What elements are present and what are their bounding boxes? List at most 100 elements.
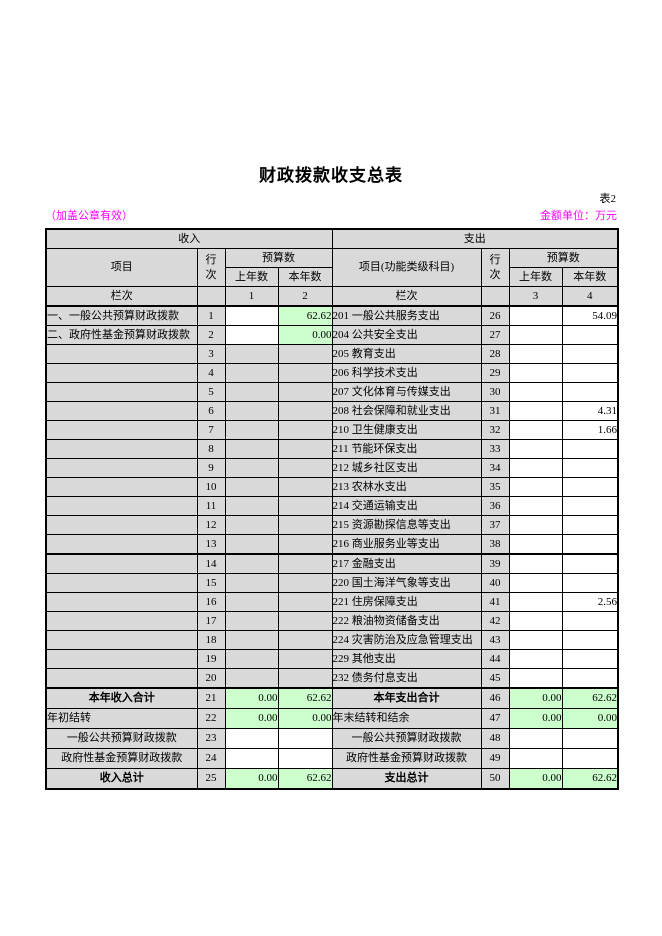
table-body: 一、一般公共预算财政拨款 1 62.62 201 一般公共服务支出 26 54.09 二、政… — [45, 305, 619, 790]
income-line-cell: 24 — [196, 748, 226, 769]
income-prev-year-cell — [224, 553, 279, 574]
expense-prev-year-header: 上年数 — [508, 267, 563, 287]
expense-curr-year-cell: 4.31 — [561, 401, 619, 421]
expense-line-cell: 43 — [480, 630, 510, 650]
income-prev-year-cell — [224, 748, 279, 769]
income-prev-year-cell — [224, 477, 279, 497]
expense-prev-year-cell — [508, 553, 563, 574]
income-line-cell: 3 — [196, 344, 226, 364]
table-row: 二、政府性基金预算财政拨款 2 0.00 204 公共安全支出 27 — [45, 325, 619, 345]
expense-prev-year-cell — [508, 496, 563, 516]
income-item-cell: 二、政府性基金预算财政拨款 — [45, 325, 198, 345]
expense-curr-year-cell — [561, 534, 619, 555]
expense-prev-year-cell — [508, 420, 563, 440]
income-prev-year-cell — [224, 420, 279, 440]
income-line-header-label: 行次 — [205, 253, 217, 281]
table-row: 年初结转 22 0.00 0.00 年末结转和结余 47 0.00 0.00 — [45, 708, 619, 729]
income-item-cell — [45, 573, 198, 593]
expense-line-cell: 46 — [480, 687, 510, 709]
income-line-cell: 15 — [196, 573, 226, 593]
table-row: 本年收入合计 21 0.00 62.62 本年支出合计 46 0.00 62.62 — [45, 687, 619, 709]
expense-prev-year-cell — [508, 573, 563, 593]
expense-line-column-header: 行次 — [480, 248, 510, 287]
income-line-cell: 18 — [196, 630, 226, 650]
income-item-cell — [45, 401, 198, 421]
income-prev-year-cell: 0.00 — [224, 687, 279, 709]
income-curr-year-header: 本年数 — [277, 267, 333, 287]
expense-line-cell: 47 — [480, 708, 510, 729]
income-curr-year-cell — [277, 496, 333, 516]
table-row: 3 205 教育支出 28 — [45, 344, 619, 364]
income-prev-year-cell — [224, 458, 279, 478]
expense-prev-year-cell — [508, 325, 563, 345]
expense-item-cell: 204 公共安全支出 — [331, 325, 482, 345]
expense-prev-year-cell — [508, 344, 563, 364]
expense-line-cell: 42 — [480, 611, 510, 631]
expense-prev-year-cell — [508, 382, 563, 402]
income-line-cell: 6 — [196, 401, 226, 421]
income-item-cell — [45, 592, 198, 612]
table-row: 一般公共预算财政拨款 23 一般公共预算财政拨款 48 — [45, 728, 619, 749]
table-number: 表2 — [599, 193, 617, 205]
expense-item-cell: 210 卫生健康支出 — [331, 420, 482, 440]
income-line-column-header: 行次 — [196, 248, 226, 287]
income-curr-year-cell — [277, 420, 333, 440]
expense-prev-year-cell — [508, 515, 563, 535]
income-line-cell: 20 — [196, 668, 226, 689]
income-budget-column-header: 预算数 — [224, 248, 333, 268]
income-prev-year-cell — [224, 630, 279, 650]
expense-line-header-label: 行次 — [489, 253, 501, 281]
income-curr-year-cell — [277, 363, 333, 383]
income-curr-year-cell — [277, 728, 333, 749]
expense-prev-year-cell — [508, 630, 563, 650]
income-item-cell — [45, 363, 198, 383]
income-curr-year-cell — [277, 477, 333, 497]
income-curr-year-cell — [277, 382, 333, 402]
expense-curr-year-header: 本年数 — [561, 267, 619, 287]
expense-line-cell: 30 — [480, 382, 510, 402]
income-curr-year-cell — [277, 748, 333, 769]
income-prev-year-cell — [224, 401, 279, 421]
expense-line-cell: 39 — [480, 553, 510, 574]
income-prev-year-header: 上年数 — [224, 267, 279, 287]
income-prev-year-cell — [224, 496, 279, 516]
income-prev-year-cell — [224, 325, 279, 345]
expense-curr-year-cell — [561, 382, 619, 402]
expense-curr-year-cell — [561, 668, 619, 689]
expense-line-cell: 31 — [480, 401, 510, 421]
expense-line-cell: 28 — [480, 344, 510, 364]
income-item-column-header: 项目 — [45, 248, 198, 287]
income-curr-year-cell: 0.00 — [277, 708, 333, 729]
table-row: 19 229 其他支出 44 — [45, 649, 619, 669]
income-item-cell: 一般公共预算财政拨款 — [45, 728, 198, 749]
income-item-cell — [45, 553, 198, 574]
income-line-cell: 1 — [196, 305, 226, 326]
expense-item-cell: 229 其他支出 — [331, 649, 482, 669]
expense-line-cell: 49 — [480, 748, 510, 769]
table-row: 12 215 资源勘探信息等支出 37 — [45, 515, 619, 535]
income-index-label: 栏次 — [45, 286, 198, 307]
income-item-cell: 年初结转 — [45, 708, 198, 729]
expense-prev-year-cell — [508, 649, 563, 669]
expense-line-cell: 41 — [480, 592, 510, 612]
seal-note: （加盖公章有效） — [45, 210, 133, 222]
income-section-header: 收入 — [45, 228, 333, 249]
expense-prev-year-cell — [508, 611, 563, 631]
expense-curr-year-cell: 0.00 — [561, 708, 619, 729]
income-curr-year-cell — [277, 573, 333, 593]
expense-curr-year-cell — [561, 439, 619, 459]
expense-line-cell: 26 — [480, 305, 510, 326]
income-line-cell: 2 — [196, 325, 226, 345]
income-prev-year-cell — [224, 573, 279, 593]
expense-item-cell: 222 粮油物资储备支出 — [331, 611, 482, 631]
expense-prev-year-cell — [508, 458, 563, 478]
income-item-cell — [45, 382, 198, 402]
income-prev-year-cell — [224, 611, 279, 631]
table-row: 7 210 卫生健康支出 32 1.66 — [45, 420, 619, 440]
table-row: 17 222 粮油物资储备支出 42 — [45, 611, 619, 631]
expense-curr-year-cell — [561, 728, 619, 749]
income-curr-year-cell: 62.62 — [277, 305, 333, 326]
expense-curr-year-cell — [561, 611, 619, 631]
page-title: 财政拨款收支总表 — [259, 166, 403, 185]
expense-item-cell: 221 住房保障支出 — [331, 592, 482, 612]
